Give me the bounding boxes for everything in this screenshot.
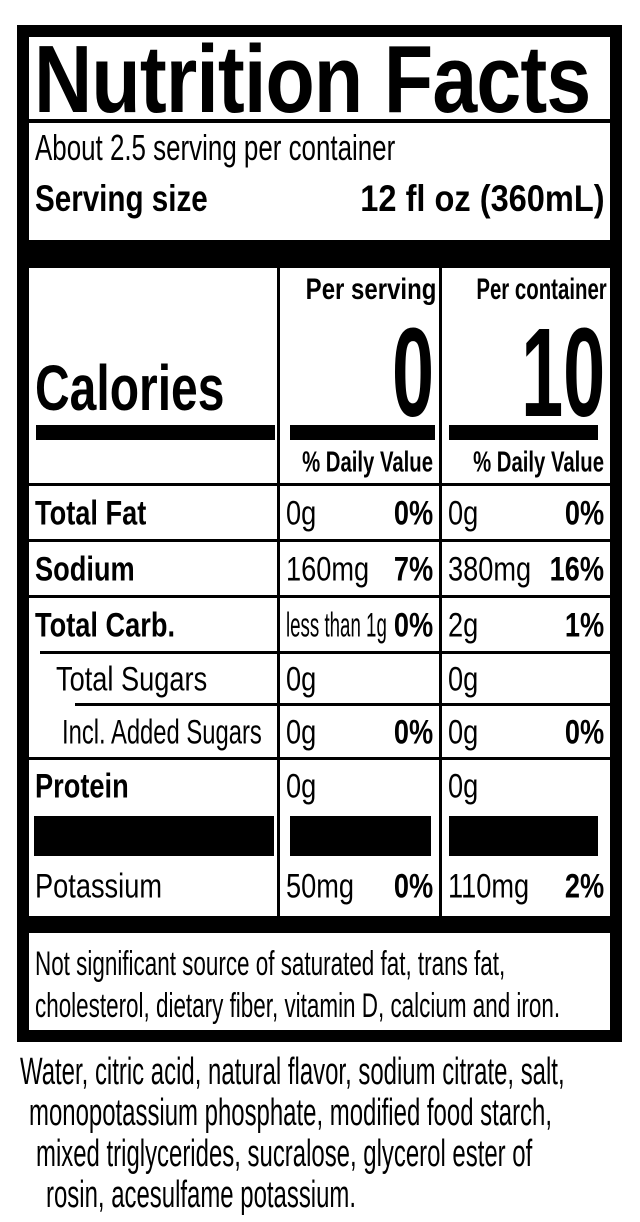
nutrient-name: Potassium — [35, 867, 162, 906]
per-serving-daily-value: 0% — [393, 713, 433, 752]
per-serving-daily-value: 0% — [393, 867, 433, 906]
per-serving-amount: 160mg — [286, 550, 370, 589]
nutrition-facts-label: Nutrition Facts About 2.5 serving per co… — [17, 25, 622, 1042]
footnote-line: Not significant source of saturated fat,… — [35, 945, 506, 983]
per-serving-amount: 0g — [286, 767, 317, 806]
ingredients-line: Water, citric acid, natural flavor, sodi… — [20, 1051, 565, 1093]
daily-value-header-per-serving: % Daily Value — [302, 446, 433, 479]
row-potassium: Potassium 50mg 0% 110mg 2% — [29, 858, 610, 916]
column-divider — [277, 654, 280, 706]
daily-value-header-row: % Daily Value % Daily Value — [29, 440, 610, 486]
column-divider — [277, 598, 280, 654]
per-container-daily-value: 0% — [564, 713, 604, 752]
per-container-daily-value: 16% — [549, 550, 604, 589]
calories-cell: Calories — [29, 268, 277, 440]
label-title: Nutrition Facts — [34, 26, 591, 133]
separator-bar — [34, 816, 274, 856]
label-header: Nutrition Facts — [29, 26, 610, 133]
per-container-amount: 0g — [448, 494, 479, 533]
column-divider — [277, 486, 280, 542]
column-divider — [277, 814, 280, 858]
row-sodium: Sodium 160mg 7% 380mg 16% — [29, 542, 610, 598]
per-container-amount: 0g — [448, 660, 479, 699]
nutrient-name: Protein — [35, 767, 129, 806]
serving-size-row: Serving size 12 fl oz (360mL) — [29, 173, 610, 225]
column-divider — [439, 542, 442, 598]
calories-label: Calories — [35, 352, 225, 424]
per-container-daily-value: 2% — [564, 867, 604, 906]
per-container-daily-value: 0% — [564, 494, 604, 533]
per-container-amount: 0g — [448, 713, 479, 752]
per-serving-amount: less than 1g — [286, 606, 387, 645]
column-divider — [277, 542, 280, 598]
column-divider — [439, 486, 442, 542]
column-divider — [277, 268, 280, 440]
ingredients-line: monopotassium phosphate, modified food s… — [29, 1092, 552, 1134]
footnote-line: cholesterol, dietary fiber, vitamin D, c… — [35, 987, 561, 1025]
column-divider — [277, 440, 280, 486]
per-serving-amount: 50mg — [286, 867, 355, 906]
nutrient-name: Total Carb. — [35, 606, 176, 645]
separator-bar — [449, 816, 598, 856]
calories-per-container-value: 10 — [520, 302, 605, 443]
section-divider-bar — [29, 240, 610, 268]
column-divider — [439, 760, 442, 814]
row-total-fat: Total Fat 0g 0% 0g 0% — [29, 486, 610, 542]
per-container-amount: 0g — [448, 767, 479, 806]
calories-per-serving-value: 0 — [391, 302, 434, 443]
row-total-sugars: Total Sugars 0g 0g — [29, 654, 610, 706]
per-container-header: Per container — [476, 273, 607, 306]
nutrient-name: Total Sugars — [56, 660, 208, 699]
per-serving-daily-value: 0% — [393, 606, 433, 645]
section-separator-bars — [29, 814, 610, 858]
calories-per-serving-cell: Per serving 0 — [280, 268, 439, 440]
calories-per-container-cell: Per container 10 — [442, 268, 610, 440]
per-container-daily-value: 1% — [564, 606, 604, 645]
per-serving-amount: 0g — [286, 494, 317, 533]
per-container-amount: 380mg — [448, 550, 532, 589]
column-divider — [439, 268, 442, 440]
footnote: Not significant source of saturated fat,… — [29, 933, 610, 1030]
column-divider — [439, 654, 442, 706]
row-total-carb: Total Carb. less than 1g 0% 2g 1% — [29, 598, 610, 654]
per-serving-daily-value: 0% — [393, 494, 433, 533]
per-container-amount: 2g — [448, 606, 479, 645]
nutrient-name: Sodium — [35, 550, 135, 589]
column-divider — [439, 440, 442, 486]
column-divider — [277, 760, 280, 814]
ingredients-line: rosin, acesulfame potassium. — [46, 1174, 357, 1216]
calories-underline-bar — [36, 425, 275, 440]
servings-per-container: About 2.5 serving per container — [29, 123, 610, 173]
column-divider — [439, 598, 442, 654]
bottom-divider-bar — [29, 916, 610, 933]
separator-bar — [290, 816, 431, 856]
per-serving-header: Per serving — [305, 273, 436, 306]
column-divider — [439, 814, 442, 858]
column-divider — [439, 706, 442, 760]
nutrient-name: Total Fat — [35, 494, 147, 533]
ingredients-line: mixed triglycerides, sucralose, glycerol… — [36, 1133, 533, 1175]
row-protein: Protein 0g 0g — [29, 760, 610, 814]
column-divider — [277, 706, 280, 760]
per-serving-amount: 0g — [286, 713, 317, 752]
calories-underline-bar — [290, 425, 435, 440]
per-serving-daily-value: 7% — [393, 550, 433, 589]
column-divider — [439, 858, 442, 916]
nutrient-name: Incl. Added Sugars — [62, 713, 262, 752]
row-added-sugars: Incl. Added Sugars 0g 0% 0g 0% — [29, 706, 610, 760]
column-divider — [277, 858, 280, 916]
per-serving-amount: 0g — [286, 660, 317, 699]
serving-size-label: Serving size — [35, 178, 208, 219]
calories-underline-bar — [449, 425, 598, 440]
calories-section: Calories Per serving 0 Per container 10 — [29, 268, 610, 440]
per-container-amount: 110mg — [448, 867, 530, 906]
daily-value-header-per-container: % Daily Value — [473, 446, 604, 479]
ingredients-statement: Water, citric acid, natural flavor, sodi… — [20, 1052, 638, 1216]
servings-per-container-text: About 2.5 serving per container — [35, 127, 396, 168]
serving-size-value: 12 fl oz (360mL) — [360, 178, 605, 219]
